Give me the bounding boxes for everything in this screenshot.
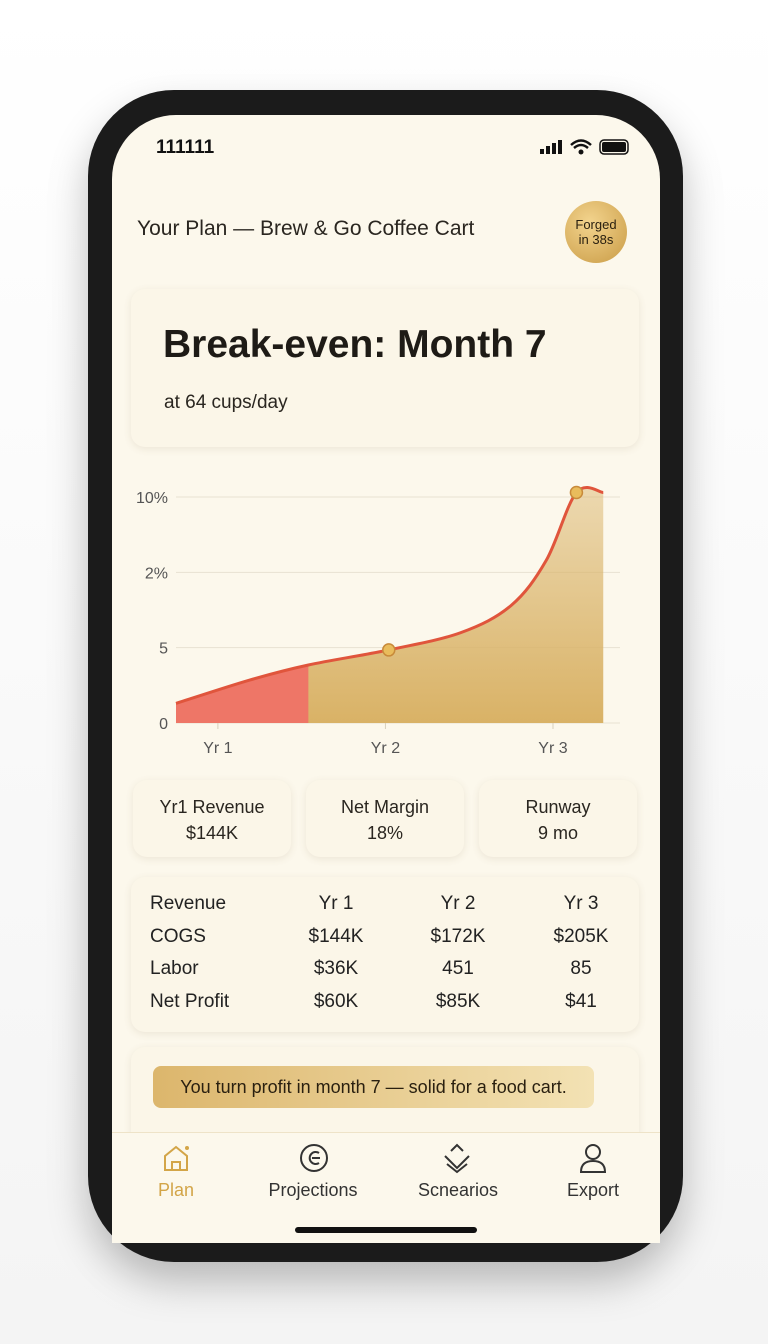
table-card xyxy=(131,877,639,1032)
kpi-label: Yr1 Revenue xyxy=(159,797,265,817)
kpi-value: 9 mo xyxy=(537,823,579,843)
table-cell: $205K xyxy=(553,925,609,947)
y-tick-label: 5 xyxy=(159,641,168,658)
hero-card xyxy=(131,289,639,447)
table-cell: $144K xyxy=(308,925,364,947)
insight-note: You turn profit in month 7 — solid for a… xyxy=(153,1066,594,1108)
kpi-value: $144K xyxy=(185,823,239,843)
x-tick-label: Yr 1 xyxy=(203,740,232,757)
profit-line xyxy=(175,486,604,705)
table-cell: 451 xyxy=(442,958,474,979)
y-tick-label: 10% xyxy=(136,490,168,507)
table-cell: $85K xyxy=(435,990,481,1012)
profit-area xyxy=(176,487,604,723)
hero-subtitle: at 64 cups/day xyxy=(164,392,288,413)
x-tick-label: Yr 3 xyxy=(538,740,567,757)
x-tick-label: Yr 2 xyxy=(371,740,400,757)
table-header: Yr 3 xyxy=(563,893,599,914)
forged-badge: Forged in 38s xyxy=(565,201,627,263)
table-cell: $41 xyxy=(565,990,597,1012)
kpi-label: Net Margin xyxy=(340,797,430,817)
tab-3[interactable]: Export xyxy=(566,1180,620,1200)
y-tick-label: 2% xyxy=(145,565,168,582)
table-header: Yr 1 xyxy=(318,893,354,914)
plan-title: Your Plan — Brew & Go Coffee Cart xyxy=(137,217,475,240)
table-cell: $172K xyxy=(430,925,486,947)
tab-2[interactable]: Scnearios xyxy=(417,1180,499,1200)
milestone-marker xyxy=(569,485,584,500)
table-cell: $36K xyxy=(313,958,359,979)
table-header: Revenue xyxy=(150,893,227,914)
milestone-marker xyxy=(382,643,396,657)
hero-title: Break-even: Month 7 xyxy=(163,323,547,366)
tab-icons xyxy=(164,1143,607,1174)
kpi-card xyxy=(479,780,637,857)
table-cell: COGS xyxy=(150,925,206,947)
chart: 0 5 2% 10% Yr 1 Yr 2 Yr 3 xyxy=(136,485,620,757)
status-icons xyxy=(540,139,629,155)
tab-0[interactable]: Plan xyxy=(157,1180,195,1200)
kpi-card xyxy=(133,780,291,857)
table-cell: Labor xyxy=(150,958,199,979)
table-header: Yr 2 xyxy=(440,893,476,914)
table-cell: $60K xyxy=(313,990,359,1012)
tab-1[interactable]: Projections xyxy=(268,1180,358,1200)
table-cell: Net Profit xyxy=(150,990,230,1012)
y-tick-label: 0 xyxy=(159,716,168,733)
kpi-value: 18% xyxy=(366,823,404,843)
home-indicator xyxy=(295,1227,477,1233)
loss-area xyxy=(176,665,309,723)
kpi-card xyxy=(306,780,464,857)
tab-bar xyxy=(112,1132,660,1243)
status-time: 111111 xyxy=(156,137,215,158)
kpi-label: Runway xyxy=(525,797,591,817)
table-cell: 85 xyxy=(570,958,592,979)
